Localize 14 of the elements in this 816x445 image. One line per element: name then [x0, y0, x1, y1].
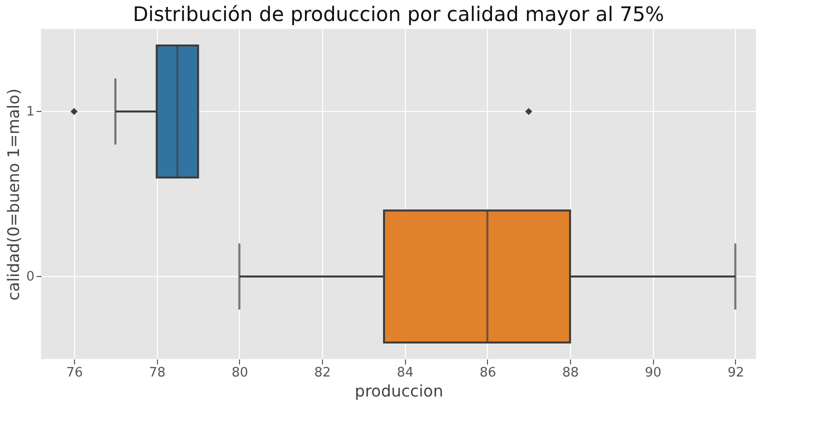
x-axis-title: produccion: [354, 382, 444, 400]
x-tick-label: 86: [480, 366, 496, 380]
y-axis-title: calidad(0=bueno 1=malo): [4, 88, 24, 301]
x-tick-label: 80: [232, 366, 248, 380]
chart-title: Distribución de produccion por calidad mayor al 75%: [132, 2, 664, 26]
x-tick-label: 76: [66, 366, 83, 380]
y-tick-label: 1: [26, 104, 34, 120]
x-tick-label: 88: [562, 366, 579, 380]
x-tick-label: 82: [314, 366, 331, 380]
x-tick-label: 78: [148, 366, 166, 380]
x-tick-label: 92: [728, 366, 744, 380]
y-tick-label: 0: [26, 270, 34, 284]
x-tick-label: 84: [396, 366, 414, 380]
x-tick-label: 90: [644, 366, 662, 380]
